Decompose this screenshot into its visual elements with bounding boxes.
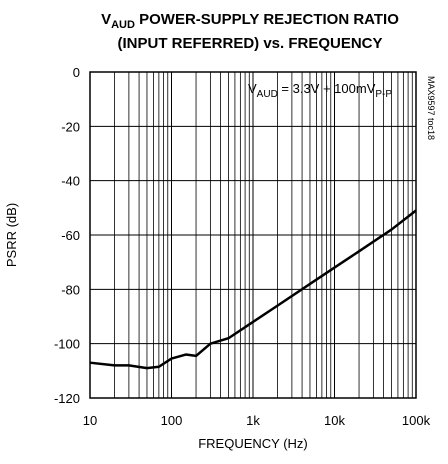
y-tick-label: -120 [54, 391, 80, 406]
y-tick-label: -80 [61, 282, 80, 297]
y-tick-label: -100 [54, 337, 80, 352]
annotation: VAUD = 3.3V + 100mVP-P [248, 81, 392, 100]
subscript: AUD [257, 89, 278, 100]
x-tick-label: 100 [161, 413, 183, 428]
chart-title: (INPUT REFERRED) vs. FREQUENCY [117, 35, 382, 52]
text-part: V [248, 81, 257, 96]
annotation-background [245, 79, 396, 102]
y-tick-label: -20 [61, 119, 80, 134]
side-note: MAX9597 toc18 [426, 76, 436, 140]
text-part: POWER-SUPPLY REJECTION RATIO [135, 11, 399, 28]
x-tick-label: 10k [324, 413, 345, 428]
x-tick-label: 1k [246, 413, 260, 428]
data-line [89, 209, 417, 370]
x-tick-label: 100k [402, 413, 431, 428]
y-tick-label: -60 [61, 228, 80, 243]
subscript: AUD [111, 19, 135, 31]
plot-frame [89, 71, 417, 399]
text-part: = 3.3V + 100mV [278, 81, 376, 96]
y-tick-label: -40 [61, 174, 80, 189]
subscript: P-P [375, 89, 392, 100]
chart-title: VAUD POWER-SUPPLY REJECTION RATIO [101, 11, 399, 31]
x-axis-label: FREQUENCY (Hz) [198, 436, 308, 451]
y-tick-label: 0 [73, 65, 80, 80]
y-axis-label: PSRR (dB) [4, 203, 19, 267]
x-tick-label: 10 [83, 413, 97, 428]
text-part: V [101, 11, 111, 28]
